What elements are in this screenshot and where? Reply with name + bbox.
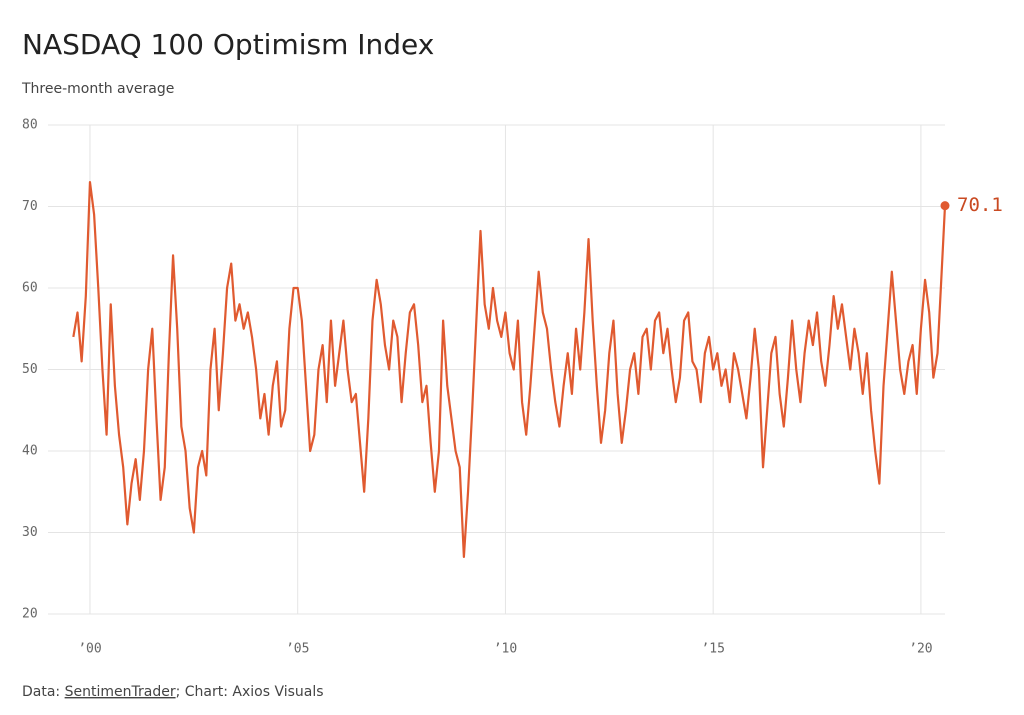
x-tick-label: ’15 bbox=[701, 642, 724, 657]
end-label: 70.1 bbox=[957, 194, 1003, 216]
end-point bbox=[940, 201, 950, 211]
source-link[interactable]: SentimenTrader bbox=[65, 684, 176, 700]
source-note: Data: SentimenTrader; Chart: Axios Visua… bbox=[22, 684, 324, 700]
x-tick-label: ’05 bbox=[286, 642, 309, 657]
source-prefix: Data: bbox=[22, 684, 60, 700]
x-tick-label: ’20 bbox=[909, 642, 932, 657]
chart-subtitle: Three-month average bbox=[21, 81, 174, 97]
data-line bbox=[72, 180, 947, 559]
y-tick-label: 30 bbox=[22, 525, 38, 540]
y-tick-label: 80 bbox=[22, 118, 38, 133]
x-tick-label: ’00 bbox=[78, 642, 101, 657]
y-tick-label: 70 bbox=[22, 199, 38, 214]
x-tick-label: ’10 bbox=[494, 642, 517, 657]
y-tick-label: 60 bbox=[22, 281, 38, 296]
y-tick-label: 50 bbox=[22, 362, 38, 377]
y-tick-label: 40 bbox=[22, 444, 38, 459]
chart-title: NASDAQ 100 Optimism Index bbox=[22, 28, 434, 61]
y-tick-label: 20 bbox=[22, 607, 38, 622]
source-rest: ; Chart: Axios Visuals bbox=[176, 684, 324, 700]
